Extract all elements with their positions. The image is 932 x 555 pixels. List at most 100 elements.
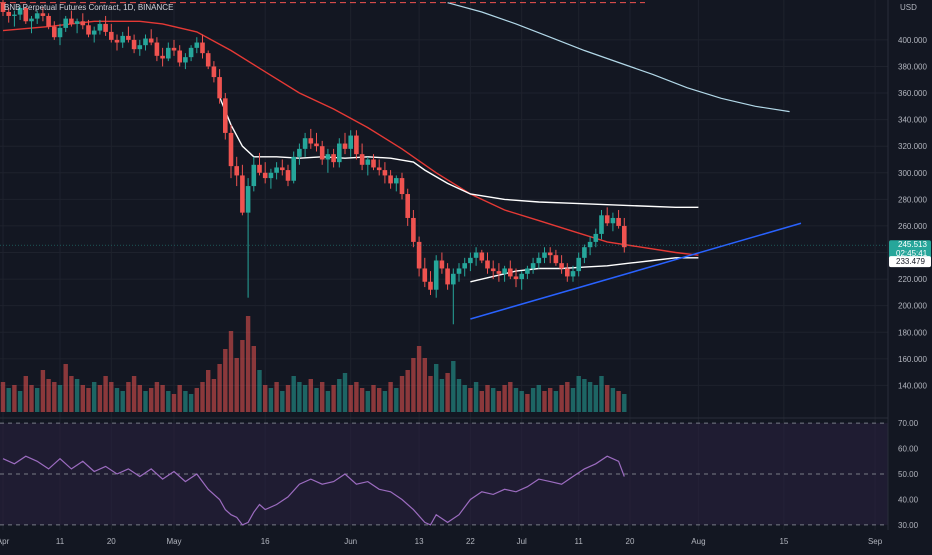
candlestick-series (0, 0, 627, 325)
candle-body (228, 132, 234, 167)
volume-bar (331, 385, 336, 412)
volume-bar (17, 391, 23, 412)
volume-bar (126, 382, 131, 412)
last-price-value: 245.513 (898, 240, 927, 249)
volume-bar (599, 376, 604, 412)
candle-body (52, 26, 57, 38)
volume-bar (570, 388, 576, 412)
currency-label: USD (900, 3, 917, 12)
time-tick-label: Sep (868, 537, 883, 546)
volume-bar (263, 385, 268, 412)
volume-bar (365, 391, 370, 412)
candle-body (12, 14, 17, 16)
volume-bar (428, 376, 433, 412)
candle-body (519, 273, 524, 280)
time-tick-label: 15 (779, 537, 788, 546)
candle-body (399, 178, 405, 195)
volume-bar (268, 388, 274, 412)
volume-bar (23, 376, 28, 412)
candle-body (63, 18, 68, 28)
volume-bar (257, 370, 262, 412)
candle-body (394, 178, 399, 184)
candle-body (34, 13, 40, 19)
candle-body (439, 260, 445, 269)
candle-body (217, 77, 222, 99)
candle-body (599, 215, 604, 234)
time-tick-label: 11 (56, 537, 65, 546)
volume-bar (251, 346, 256, 412)
volume-layer (0, 316, 627, 412)
volume-bar (217, 364, 222, 412)
candle-body (337, 143, 342, 163)
volume-bar (411, 358, 416, 412)
candle-body (274, 167, 279, 173)
volume-bar (445, 373, 450, 412)
candle-body (17, 7, 23, 15)
ma-value-bg (889, 256, 931, 268)
candle-body (205, 53, 211, 67)
candle-body (268, 172, 274, 179)
price-tick-label: 160.000 (898, 355, 927, 364)
candle-body (359, 154, 365, 165)
volume-bar (0, 382, 6, 412)
volume-bar (605, 385, 610, 412)
rsi-tick-label: 40.00 (898, 495, 919, 504)
candle-body (314, 143, 319, 147)
candle-body (547, 252, 553, 256)
candle-body (456, 268, 462, 274)
volume-bar (616, 391, 621, 412)
volume-bar (12, 385, 17, 412)
candle-body (308, 138, 314, 144)
volume-bar (183, 391, 188, 412)
volume-bar (496, 391, 502, 412)
volume-bar (171, 394, 177, 412)
volume-bar (405, 370, 410, 412)
volume-bar (223, 349, 228, 412)
candle-body (576, 257, 581, 272)
volume-bar (52, 382, 57, 412)
price-axis[interactable]: 400.000 380.000 360.000 340.000 320.000 300.0… (898, 36, 927, 391)
volume-bar (285, 385, 291, 412)
volume-bar (166, 391, 171, 412)
volume-bar (29, 385, 34, 412)
rsi-tick-label: 70.00 (898, 419, 919, 428)
rsi-axis[interactable]: 70.00 60.00 50.00 40.00 30.00 (898, 419, 919, 530)
candle-body (530, 263, 536, 269)
volume-bar (137, 385, 142, 412)
candle-body (240, 175, 245, 213)
candle-body (86, 25, 91, 35)
time-tick-label: Jul (517, 537, 527, 546)
volume-bar (280, 391, 285, 412)
volume-bar (542, 391, 547, 412)
volume-bar (103, 376, 108, 412)
candle-body (445, 268, 450, 285)
volume-bar (63, 364, 68, 412)
volume-bar (468, 388, 473, 412)
volume-bar (462, 385, 467, 412)
candle-body (416, 241, 422, 269)
candle-body (245, 186, 251, 213)
chart-title: BNB Perpetual Futures Contract, 1D, BINA… (4, 3, 173, 12)
candle-body (433, 260, 439, 290)
time-tick-label: 11 (575, 537, 584, 546)
candle-body (46, 15, 51, 27)
volume-bar (308, 379, 313, 412)
volume-bar (154, 382, 160, 412)
volume-bar (97, 385, 103, 412)
candle-body (131, 39, 137, 50)
volume-bar (525, 394, 530, 412)
candle-body (285, 170, 291, 181)
time-tick-label: 20 (107, 537, 116, 546)
volume-bar (320, 382, 325, 412)
volume-bar (394, 388, 399, 412)
volume-bar (342, 373, 348, 412)
volume-bar (120, 391, 125, 412)
volume-bar (513, 388, 519, 412)
candle-body (280, 167, 285, 171)
volume-bar (314, 388, 319, 412)
candle-body (325, 154, 331, 160)
time-axis[interactable]: Apr 11 20 May 16 Jun 13 22 Jul 11 20 Aug 15 Sep (0, 537, 883, 546)
price-tick-label: 220.000 (898, 275, 927, 284)
price-tick-label: 180.000 (898, 328, 927, 337)
volume-bar (536, 385, 541, 412)
